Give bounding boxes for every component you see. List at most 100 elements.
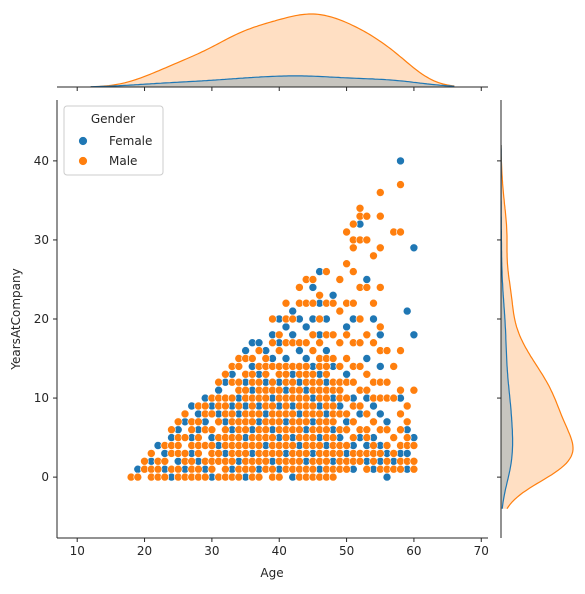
point-male <box>369 456 378 466</box>
point-male <box>301 393 311 403</box>
point-male <box>375 449 385 458</box>
point-female <box>382 417 392 427</box>
point-female <box>369 314 378 324</box>
point-male <box>194 417 203 427</box>
point-male <box>254 377 264 387</box>
point-male <box>295 385 304 395</box>
point-female <box>402 306 412 316</box>
point-male <box>322 425 331 435</box>
point-male <box>268 377 277 387</box>
point-male <box>342 441 351 450</box>
point-male <box>248 354 257 363</box>
right-marginal-ticks <box>497 160 501 478</box>
point-male <box>207 441 217 450</box>
point-male <box>214 377 223 387</box>
point-male <box>281 369 291 379</box>
point-female <box>396 156 405 166</box>
x-tick-label: 60 <box>406 544 421 558</box>
point-female <box>254 338 264 348</box>
point-male <box>248 401 257 411</box>
point-male <box>173 441 183 450</box>
point-male <box>315 377 324 387</box>
point-male <box>194 464 203 474</box>
point-male <box>355 338 365 348</box>
top-marginal-ticks <box>76 87 482 91</box>
point-male <box>248 369 257 379</box>
legend-title: Gender <box>91 112 135 126</box>
point-female <box>362 275 372 284</box>
point-male <box>248 417 257 427</box>
point-male <box>234 472 244 482</box>
y-axis-label: YearsAtCompany <box>9 268 23 370</box>
point-male <box>342 227 351 237</box>
point-male <box>295 425 304 435</box>
point-male <box>328 354 338 363</box>
point-male <box>396 227 405 237</box>
point-male <box>315 290 324 300</box>
point-female <box>375 330 385 340</box>
point-female <box>322 346 331 355</box>
point-male <box>234 362 244 371</box>
point-male <box>254 441 264 450</box>
point-male <box>140 456 149 466</box>
point-male <box>328 298 338 308</box>
point-female <box>409 330 419 340</box>
y-tick-label: 40 <box>34 154 49 168</box>
top-kde-female-line <box>90 75 455 88</box>
point-male <box>227 409 237 419</box>
top-kde-male-fill <box>90 14 455 87</box>
point-male <box>348 377 358 387</box>
point-male <box>382 346 392 355</box>
point-male <box>248 464 257 474</box>
point-male <box>173 417 183 427</box>
point-male <box>288 441 298 450</box>
y-tick-label: 30 <box>34 233 49 247</box>
point-male <box>342 409 351 419</box>
point-female <box>301 354 311 363</box>
point-male <box>328 401 338 411</box>
point-male <box>187 425 196 435</box>
point-male <box>241 449 250 458</box>
point-male <box>308 433 318 442</box>
point-male <box>281 433 291 442</box>
point-male <box>221 464 230 474</box>
y-tick-label: 20 <box>34 312 49 326</box>
point-male <box>194 449 203 458</box>
point-female <box>308 283 318 292</box>
point-male <box>315 441 324 450</box>
point-male <box>375 188 385 197</box>
point-male <box>268 464 277 474</box>
point-male <box>274 330 284 340</box>
point-male <box>254 409 264 419</box>
point-male <box>274 449 284 458</box>
point-male <box>308 346 318 355</box>
point-male <box>335 306 345 316</box>
point-male <box>342 259 351 269</box>
point-male <box>207 425 217 435</box>
point-male <box>187 456 196 466</box>
point-male <box>402 433 412 442</box>
point-male <box>389 362 399 371</box>
point-female <box>295 346 304 355</box>
point-male <box>335 275 345 284</box>
point-male <box>221 401 230 411</box>
point-male <box>160 456 170 466</box>
point-male <box>308 275 318 284</box>
point-male <box>315 338 324 348</box>
point-male <box>227 393 237 403</box>
point-male <box>133 472 143 482</box>
point-male <box>322 456 331 466</box>
point-male <box>254 472 264 482</box>
point-male <box>234 401 244 411</box>
point-male <box>295 283 304 292</box>
point-male <box>322 369 331 379</box>
point-male <box>348 219 358 229</box>
point-male <box>369 298 378 308</box>
point-female <box>409 243 419 253</box>
point-male <box>409 464 419 474</box>
point-male <box>369 338 378 348</box>
point-female <box>241 346 250 355</box>
point-male <box>362 369 372 379</box>
y-axis-ticks: 0 10 20 30 40 <box>34 154 57 484</box>
point-female <box>281 322 291 332</box>
